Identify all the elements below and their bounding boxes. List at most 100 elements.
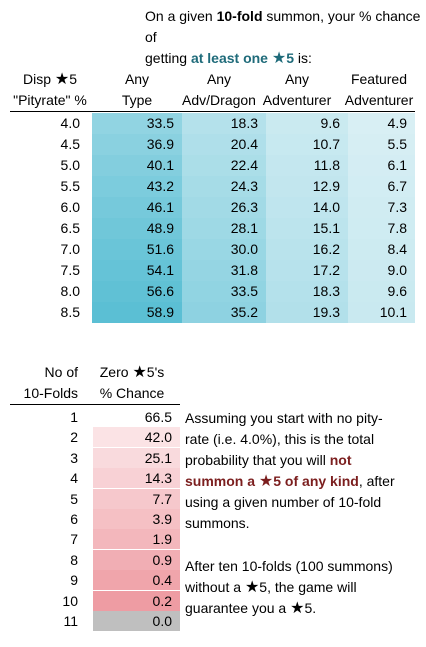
cell-value: 12.9 [312, 178, 340, 194]
header-pityrate-label: "Pityrate" % [13, 92, 87, 108]
intro-text: On a given 10-fold summon, your % chance… [145, 6, 425, 69]
header-percent-chance: % Chance [99, 385, 165, 401]
cell-value: 9.6 [387, 283, 407, 299]
header-adv-dragon-line2: Adv/Dragon [182, 92, 256, 108]
header-no-of: No of [44, 364, 78, 380]
percent-cell: 56.6 [92, 281, 182, 302]
pityrate-cell: 8.5 [10, 302, 80, 323]
header-any-type-line1: Any [124, 71, 150, 87]
cell-value: 9.0 [387, 262, 407, 278]
cell-value: 8.5 [60, 304, 80, 320]
cell-value: 46.1 [146, 199, 174, 215]
cell-value: 1.9 [152, 531, 172, 548]
table2-header-rule [10, 404, 180, 405]
ten-fold-count: 4 [70, 470, 78, 487]
note1-line4: summon a ★5 of any kind, after [185, 471, 420, 492]
percent-cell: 18.3 [182, 113, 266, 134]
percent-cell: 24.3 [182, 176, 266, 197]
intro-five: 5 [286, 50, 294, 66]
cell-value: 7.3 [387, 199, 407, 215]
percent-cell: 54.1 [92, 260, 182, 281]
cell-value: 4.0 [60, 115, 80, 131]
star-icon: ★ [244, 579, 260, 596]
table-row: 8 0.9 [10, 549, 180, 570]
ten-fold-count: 10 [62, 592, 78, 609]
cell-value: 3.9 [152, 511, 172, 527]
note1-summon-a: summon a [185, 473, 259, 489]
header-any-adv-dragon: Any Adv/Dragon [172, 69, 266, 111]
table-row: 8.5 58.9 35.2 19.3 10.1 [10, 302, 415, 323]
note1-after: , after [358, 473, 395, 489]
percent-cell: 33.5 [182, 281, 266, 302]
cell-value: 14.3 [144, 470, 172, 487]
percent-cell: 10.1 [348, 302, 415, 323]
percent-cell: 30.0 [182, 239, 266, 260]
table-row: 6.5 48.9 28.1 15.1 7.8 [10, 218, 415, 239]
ten-fold-count: 5 [70, 490, 78, 507]
cell-value: 19.3 [312, 304, 340, 320]
note2-five: 5. [304, 600, 317, 616]
header-disp-label: Disp [22, 71, 55, 87]
ten-fold-count: 3 [70, 449, 78, 466]
header-zero-chance: Zero ★5's % Chance [90, 362, 174, 404]
cell-value: 7.8 [387, 220, 407, 236]
intro-line-1: On a given 10-fold summon, your % chance… [145, 6, 425, 48]
cell-value: 10.1 [379, 304, 407, 320]
percent-cell: 8.4 [348, 239, 415, 260]
percent-cell: 10.7 [266, 134, 348, 155]
cell-value: 4.5 [60, 136, 80, 152]
table-row: 1 66.5 [10, 407, 180, 427]
percent-cell: 16.2 [266, 239, 348, 260]
cell-value: 5.5 [387, 136, 407, 152]
percent-cell: 26.3 [182, 197, 266, 218]
note2-line2: without a ★5, the game will [185, 577, 420, 598]
header-featured-line1: Featured [350, 71, 408, 87]
cell-value: 8.4 [387, 241, 407, 257]
zero-chance-cell: 14.3 [93, 468, 180, 489]
ten-fold-count: 11 [63, 613, 78, 629]
cell-value: 8.0 [60, 283, 80, 299]
cell-value: 9.6 [320, 115, 340, 131]
cell-value: 5.5 [60, 178, 80, 194]
table-row: 7.0 51.6 30.0 16.2 8.4 [10, 239, 415, 260]
table-row: 9 0.4 [10, 570, 180, 591]
zero-chance-cell: 0.0 [93, 611, 180, 631]
table-row: 5.5 43.2 24.3 12.9 6.7 [10, 176, 415, 197]
percent-cell: 9.6 [266, 113, 348, 134]
percent-cell: 40.1 [92, 155, 182, 176]
table-row: 10 0.2 [10, 590, 180, 611]
zero-chance-cell: 66.5 [93, 407, 180, 427]
note1-line2: rate (i.e. 4.0%), this is the total [185, 431, 375, 447]
percent-cell: 18.3 [266, 281, 348, 302]
ten-fold-count: 6 [70, 511, 78, 527]
cell-value: 22.4 [230, 157, 258, 173]
zero-chance-cell: 42.0 [93, 427, 180, 448]
cell-value: 20.4 [230, 136, 258, 152]
intro-text-d: is: [294, 50, 312, 66]
percent-cell: 36.9 [92, 134, 182, 155]
cell-value: 7.0 [60, 241, 80, 257]
percent-cell: 9.6 [348, 281, 415, 302]
star-icon: ★ [54, 71, 70, 88]
percent-cell: 48.9 [92, 218, 182, 239]
note-probability: Assuming you start with no pity- rate (i… [185, 408, 420, 534]
pityrate-cell: 5.5 [10, 176, 80, 197]
table-row: 5.0 40.1 22.4 11.8 6.1 [10, 155, 415, 176]
pityrate-cell: 4.5 [10, 134, 80, 155]
header-any-type: Any Type [92, 69, 182, 111]
cell-value: 0.0 [152, 613, 172, 629]
table-row: 2 42.0 [10, 427, 180, 448]
percent-cell: 7.3 [348, 197, 415, 218]
percent-cell: 35.2 [182, 302, 266, 323]
table-row: 11 0.0 [10, 611, 180, 631]
zero-chance-cell: 1.9 [93, 529, 180, 550]
cell-value: 48.9 [146, 220, 174, 236]
cell-value: 17.2 [312, 262, 340, 278]
cell-value: 6.5 [60, 220, 80, 236]
table-row: 5 7.7 [10, 488, 180, 509]
cell-value: 10.7 [312, 136, 340, 152]
cell-value: 6.7 [387, 178, 407, 194]
star-icon: ★ [271, 50, 287, 67]
note2-guarantee: guarantee you a [185, 600, 291, 616]
percent-cell: 17.2 [266, 260, 348, 281]
